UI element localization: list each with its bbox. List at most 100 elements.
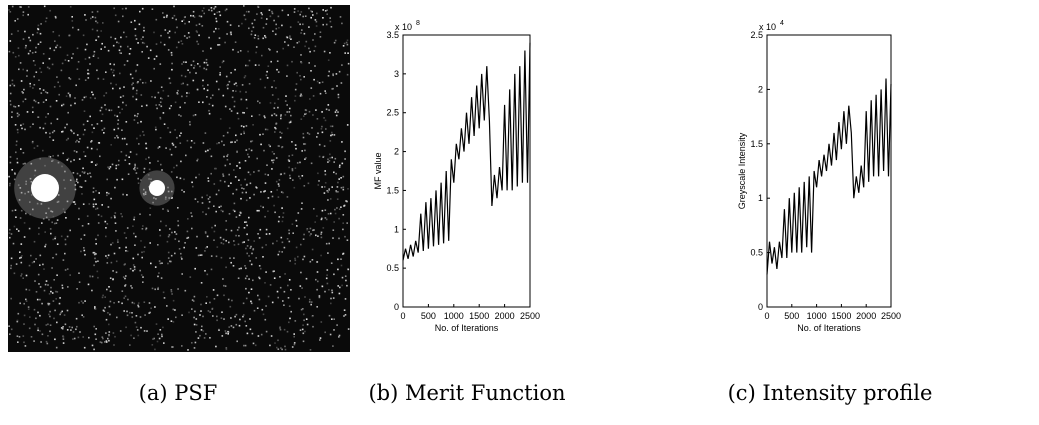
speckle [123, 64, 126, 66]
speckle [248, 291, 250, 294]
speckle [133, 266, 136, 268]
speckle [276, 68, 278, 71]
speckle [135, 326, 138, 328]
speckle [82, 123, 85, 126]
speckle [245, 10, 248, 13]
speckle [167, 127, 169, 129]
speckle [149, 214, 151, 216]
speckle [229, 163, 231, 165]
speckle [205, 58, 208, 61]
speckle [273, 270, 275, 272]
speckle [91, 275, 94, 278]
speckle [159, 116, 162, 119]
speckle [33, 75, 35, 78]
speckle [150, 80, 152, 82]
speckle [73, 132, 75, 135]
speckle [92, 251, 95, 254]
speckle [41, 302, 43, 305]
speckle [340, 206, 342, 208]
speckle [65, 217, 67, 219]
speckle [291, 169, 294, 172]
speckle [209, 311, 211, 313]
speckle [345, 279, 347, 282]
speckle [271, 168, 273, 170]
speckle [266, 164, 268, 166]
speckle [14, 106, 17, 108]
x-tick-label: 2500 [881, 311, 901, 321]
speckle [243, 14, 246, 17]
y-tick-label: 0.5 [386, 263, 399, 273]
speckle [331, 289, 333, 292]
speckle [179, 142, 182, 144]
speckle [149, 162, 151, 164]
speckle [277, 196, 280, 198]
speckle [302, 324, 304, 326]
speckle [279, 131, 281, 133]
speckle [297, 212, 300, 214]
speckle [39, 330, 41, 332]
speckle [131, 316, 134, 318]
speckle [245, 199, 248, 202]
plot-frame [766, 34, 892, 308]
speckle [113, 63, 115, 66]
speckle [177, 224, 180, 227]
speckle [304, 45, 306, 48]
speckle [122, 95, 125, 97]
speckle [303, 255, 306, 258]
speckle [136, 115, 138, 118]
speckle [277, 348, 280, 350]
speckle [140, 38, 143, 40]
speckle [162, 12, 164, 14]
speckle [90, 147, 93, 150]
speckle [25, 274, 28, 277]
speckle [255, 187, 258, 189]
speckle [340, 177, 342, 179]
speckle [126, 310, 128, 313]
speckle [40, 71, 43, 73]
speckle [346, 200, 348, 203]
speckle [270, 191, 273, 193]
speckle [205, 213, 207, 216]
speckle [54, 237, 56, 240]
speckle [302, 340, 305, 343]
speckle [342, 228, 344, 231]
speckle [17, 105, 20, 107]
speckle [284, 345, 286, 348]
speckle [91, 28, 94, 31]
speckle [25, 44, 27, 47]
speckle [185, 61, 187, 63]
speckle [20, 243, 23, 245]
speckle [275, 27, 278, 30]
speckle [137, 42, 139, 44]
speckle [167, 235, 170, 238]
speckle [95, 164, 97, 166]
speckle [280, 191, 283, 193]
speckle [328, 160, 331, 162]
speckle [234, 315, 236, 318]
speckle [342, 45, 345, 47]
speckle [51, 292, 54, 294]
speckle [105, 332, 107, 334]
speckle [72, 26, 74, 29]
speckle [129, 311, 131, 314]
speckle [243, 130, 245, 133]
speckle [10, 257, 13, 260]
speckle [17, 131, 19, 134]
speckle [160, 163, 162, 166]
speckle [227, 298, 230, 301]
speckle [262, 37, 264, 40]
speckle [183, 178, 185, 181]
speckle [184, 242, 186, 244]
speckle [259, 267, 262, 270]
speckle [93, 198, 96, 201]
speckle [119, 45, 122, 48]
speckle [119, 96, 122, 98]
speckle [323, 186, 326, 188]
speckle [290, 114, 292, 117]
speckle [42, 149, 44, 152]
speckle [54, 40, 56, 42]
speckle [160, 34, 162, 37]
speckle [300, 78, 302, 81]
speckle [132, 87, 135, 89]
speckle [15, 140, 18, 143]
